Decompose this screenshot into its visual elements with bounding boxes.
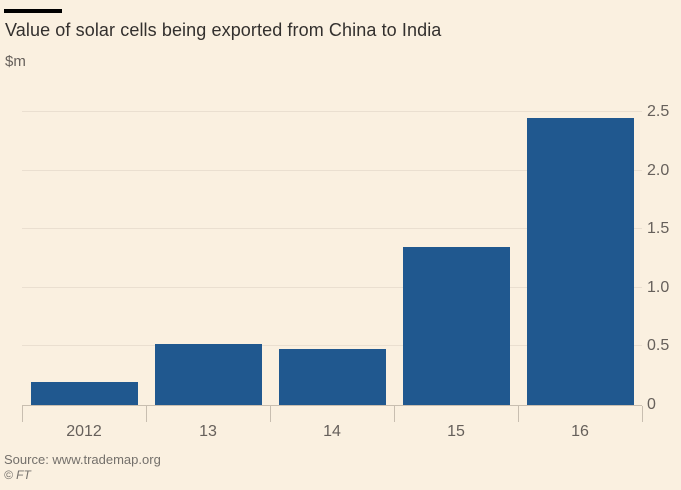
x-axis-tick [642, 406, 643, 422]
chart-subtitle: $m [5, 53, 26, 70]
bar-13 [154, 344, 262, 405]
x-axis-tick [22, 406, 23, 422]
y-axis-tick-label: 1.0 [647, 278, 670, 296]
bar-16 [526, 117, 634, 405]
y-axis-tick-label: 2.0 [647, 161, 670, 179]
gridline [22, 345, 642, 347]
y-axis-tick-label: 0 [647, 396, 656, 413]
gridline [22, 169, 642, 171]
y-axis-tick-label: 1.5 [647, 220, 670, 238]
bar-2012 [30, 381, 138, 405]
ft-copyright: © FT [4, 468, 31, 482]
bar-15 [402, 246, 510, 405]
y-axis-tick-label: 0.5 [647, 337, 670, 355]
x-axis-line [22, 405, 642, 406]
x-axis-tick-label: 14 [323, 423, 341, 440]
x-axis-tick [518, 406, 519, 422]
x-axis-tick-label: 15 [447, 423, 465, 440]
y-axis-tick-label: 2.5 [647, 103, 670, 120]
x-axis-tick [394, 406, 395, 422]
chart-title: Value of solar cells being exported from… [5, 20, 442, 40]
gridline [22, 286, 642, 288]
x-axis-tick [270, 406, 271, 422]
title-rule [4, 9, 62, 13]
x-axis-tick-label: 2012 [66, 423, 102, 440]
x-axis-tick-label: 13 [199, 423, 217, 440]
source-note: Source: www.trademap.org [4, 452, 161, 467]
gridline [22, 111, 642, 112]
x-axis-tick-label: 16 [571, 423, 589, 440]
gridline [22, 228, 642, 230]
bar-14 [278, 348, 386, 405]
x-axis-tick [146, 406, 147, 422]
